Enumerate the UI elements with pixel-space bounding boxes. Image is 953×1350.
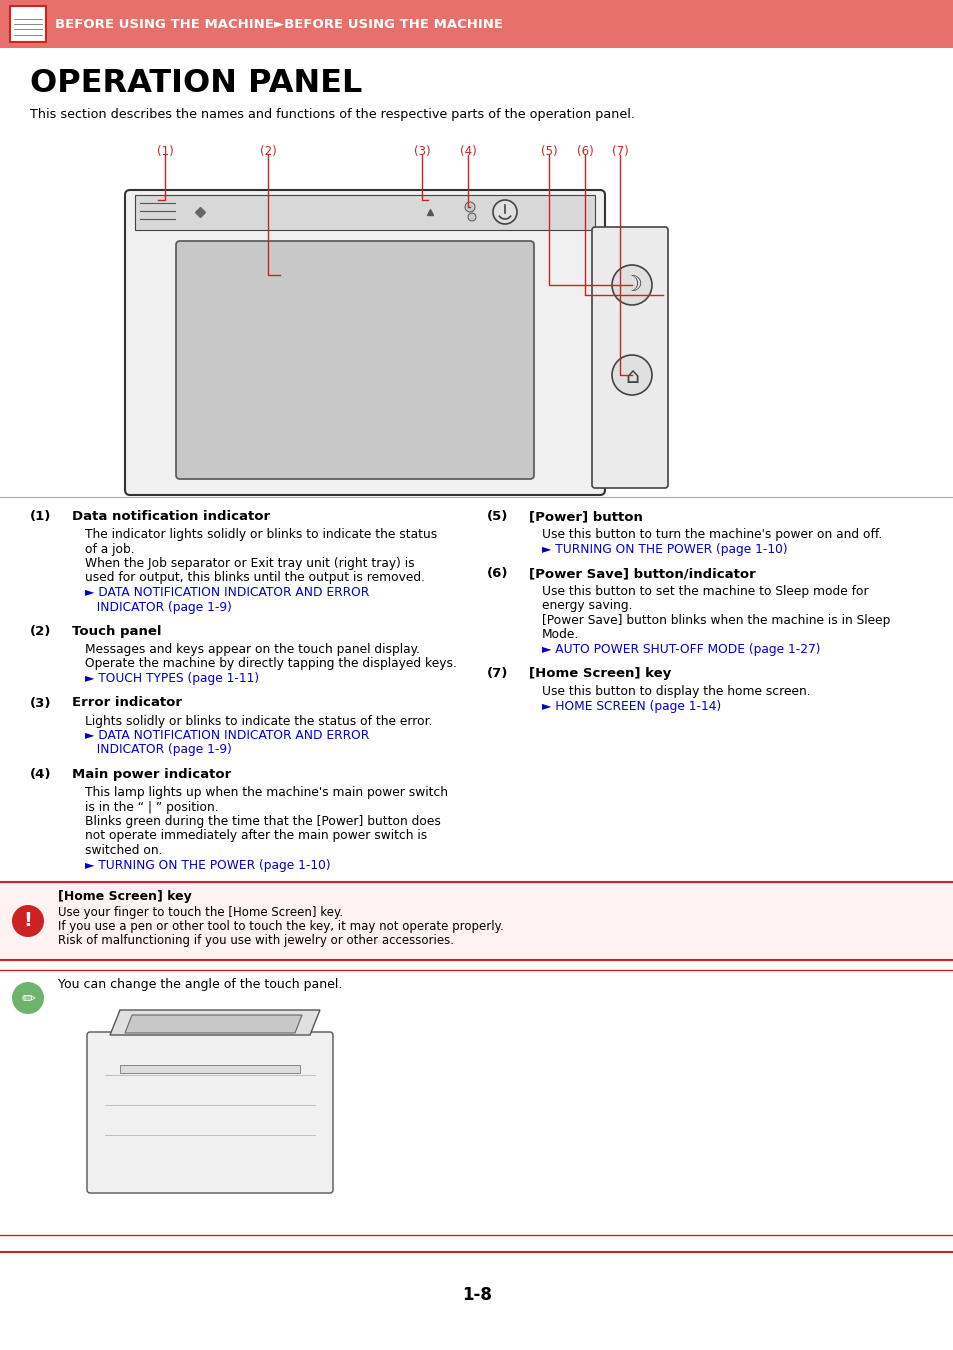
Text: ► TURNING ON THE POWER (page 1-10): ► TURNING ON THE POWER (page 1-10)	[541, 543, 787, 555]
Text: Use this button to turn the machine's power on and off.: Use this button to turn the machine's po…	[541, 528, 882, 541]
Text: 1-8: 1-8	[461, 1287, 492, 1304]
Text: (6): (6)	[576, 144, 593, 158]
Text: Touch panel: Touch panel	[71, 625, 161, 639]
Text: ► DATA NOTIFICATION INDICATOR AND ERROR: ► DATA NOTIFICATION INDICATOR AND ERROR	[85, 729, 369, 742]
FancyBboxPatch shape	[592, 227, 667, 487]
Text: ► TURNING ON THE POWER (page 1-10): ► TURNING ON THE POWER (page 1-10)	[85, 859, 331, 872]
Text: (5): (5)	[540, 144, 557, 158]
Text: Use your finger to touch the [Home Screen] key.: Use your finger to touch the [Home Scree…	[58, 906, 343, 919]
Text: This section describes the names and functions of the respective parts of the op: This section describes the names and fun…	[30, 108, 635, 122]
Text: [Power Save] button/indicator: [Power Save] button/indicator	[529, 567, 755, 580]
Text: (7): (7)	[611, 144, 628, 158]
Text: (1): (1)	[30, 510, 51, 522]
Text: (4): (4)	[459, 144, 476, 158]
Text: ► AUTO POWER SHUT-OFF MODE (page 1-27): ► AUTO POWER SHUT-OFF MODE (page 1-27)	[541, 643, 820, 656]
Text: Main power indicator: Main power indicator	[71, 768, 231, 782]
Text: !: !	[24, 911, 32, 930]
Circle shape	[612, 355, 651, 396]
Bar	[0, 0, 953, 49]
Circle shape	[493, 200, 517, 224]
Text: Data notification indicator: Data notification indicator	[71, 510, 270, 522]
Circle shape	[612, 265, 651, 305]
Text: Blinks green during the time that the [Power] button does: Blinks green during the time that the [P…	[85, 815, 440, 828]
Circle shape	[464, 202, 475, 212]
Text: (2): (2)	[30, 625, 51, 639]
Text: Operate the machine by directly tapping the displayed keys.: Operate the machine by directly tapping …	[85, 657, 456, 671]
Text: [Home Screen] key: [Home Screen] key	[58, 890, 192, 903]
Text: If you use a pen or other tool to touch the key, it may not operate properly.: If you use a pen or other tool to touch …	[58, 919, 503, 933]
Text: You can change the angle of the touch panel.: You can change the angle of the touch pa…	[58, 977, 342, 991]
Text: OPERATION PANEL: OPERATION PANEL	[30, 68, 362, 99]
Text: [Power Save] button blinks when the machine is in Sleep: [Power Save] button blinks when the mach…	[541, 614, 889, 626]
Text: Use this button to display the home screen.: Use this button to display the home scre…	[541, 686, 810, 698]
Circle shape	[12, 904, 44, 937]
Bar	[120, 1065, 299, 1073]
Text: The indicator lights solidly or blinks to indicate the status: The indicator lights solidly or blinks t…	[85, 528, 436, 541]
Text: Lights solidly or blinks to indicate the status of the error.: Lights solidly or blinks to indicate the…	[85, 714, 432, 728]
Text: Mode.: Mode.	[541, 629, 578, 641]
Circle shape	[12, 981, 44, 1014]
Bar	[135, 194, 595, 230]
Polygon shape	[110, 1010, 319, 1035]
Text: [Home Screen] key: [Home Screen] key	[529, 667, 671, 680]
Text: (4): (4)	[30, 768, 51, 782]
Text: ⌂: ⌂	[624, 367, 639, 387]
Text: (3): (3)	[30, 697, 51, 710]
Text: INDICATOR (page 1-9): INDICATOR (page 1-9)	[85, 744, 232, 756]
Text: Risk of malfunctioning if you use with jewelry or other accessories.: Risk of malfunctioning if you use with j…	[58, 934, 454, 946]
FancyBboxPatch shape	[87, 1031, 333, 1193]
Text: (5): (5)	[486, 510, 508, 522]
Text: INDICATOR (page 1-9): INDICATOR (page 1-9)	[85, 601, 232, 613]
Text: [Power] button: [Power] button	[529, 510, 642, 522]
Polygon shape	[125, 1015, 302, 1033]
Text: ► DATA NOTIFICATION INDICATOR AND ERROR: ► DATA NOTIFICATION INDICATOR AND ERROR	[85, 586, 369, 599]
FancyBboxPatch shape	[175, 242, 534, 479]
Text: ► HOME SCREEN (page 1-14): ► HOME SCREEN (page 1-14)	[541, 701, 720, 713]
Text: ✏: ✏	[21, 990, 35, 1007]
FancyBboxPatch shape	[125, 190, 604, 495]
Text: (1): (1)	[156, 144, 173, 158]
Text: Error indicator: Error indicator	[71, 697, 182, 710]
Circle shape	[468, 213, 476, 221]
Text: energy saving.: energy saving.	[541, 599, 632, 613]
Text: of a job.: of a job.	[85, 543, 134, 555]
Bar	[0, 882, 953, 960]
Text: ► TOUCH TYPES (page 1-11): ► TOUCH TYPES (page 1-11)	[85, 672, 259, 684]
Text: This lamp lights up when the machine's main power switch: This lamp lights up when the machine's m…	[85, 786, 448, 799]
Text: used for output, this blinks until the output is removed.: used for output, this blinks until the o…	[85, 571, 424, 585]
Text: (2): (2)	[259, 144, 276, 158]
Text: When the Job separator or Exit tray unit (right tray) is: When the Job separator or Exit tray unit…	[85, 558, 415, 570]
Text: (7): (7)	[486, 667, 508, 680]
Bar	[10, 5, 46, 42]
Text: (6): (6)	[486, 567, 508, 580]
Text: switched on.: switched on.	[85, 844, 162, 857]
Text: Messages and keys appear on the touch panel display.: Messages and keys appear on the touch pa…	[85, 643, 419, 656]
Text: is in the “ | ” position.: is in the “ | ” position.	[85, 801, 218, 814]
Text: not operate immediately after the main power switch is: not operate immediately after the main p…	[85, 829, 427, 842]
Text: Use this button to set the machine to Sleep mode for: Use this button to set the machine to Sl…	[541, 585, 868, 598]
Text: BEFORE USING THE MACHINE►BEFORE USING THE MACHINE: BEFORE USING THE MACHINE►BEFORE USING TH…	[55, 18, 502, 31]
Text: ☽: ☽	[621, 275, 641, 296]
Text: (3): (3)	[414, 144, 430, 158]
